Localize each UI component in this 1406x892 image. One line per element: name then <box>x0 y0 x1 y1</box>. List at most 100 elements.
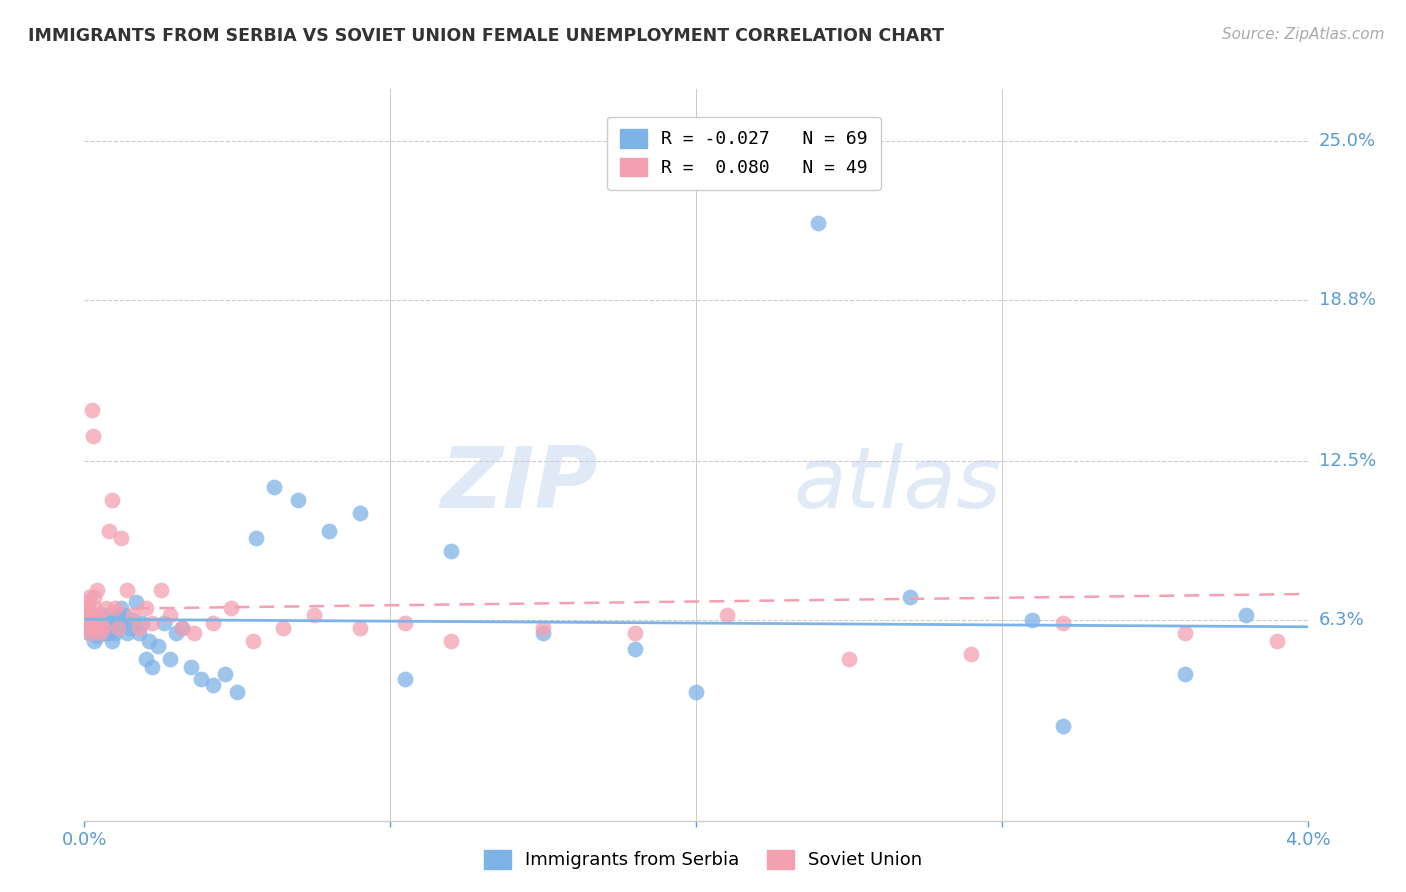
Point <box>91 621 114 635</box>
Point <box>1234 608 1257 623</box>
Point <box>146 639 169 653</box>
Point <box>103 621 125 635</box>
Text: 18.8%: 18.8% <box>1319 291 1375 309</box>
Point <box>83 591 105 605</box>
Point <box>125 595 148 609</box>
Point <box>159 652 181 666</box>
Point <box>96 608 118 623</box>
Point <box>180 659 202 673</box>
Point <box>172 621 194 635</box>
Point <box>82 428 104 442</box>
Point <box>1052 719 1074 733</box>
Point <box>440 634 463 648</box>
Point <box>122 608 145 623</box>
Point <box>120 621 142 635</box>
Point <box>1052 615 1074 630</box>
Point <box>89 608 111 623</box>
Point <box>80 608 103 623</box>
Point <box>75 608 97 623</box>
Point <box>165 626 187 640</box>
Point <box>349 621 371 635</box>
Point <box>87 614 110 628</box>
Point <box>394 615 416 630</box>
Point <box>122 614 145 628</box>
Point <box>898 591 921 605</box>
Point <box>219 600 242 615</box>
Point <box>89 621 111 635</box>
Text: atlas: atlas <box>794 442 1002 525</box>
Point <box>83 626 105 640</box>
Legend: Immigrants from Serbia, Soviet Union: Immigrants from Serbia, Soviet Union <box>475 841 931 879</box>
Text: Source: ZipAtlas.com: Source: ZipAtlas.com <box>1222 27 1385 42</box>
Text: ZIP: ZIP <box>440 442 598 525</box>
Point <box>245 532 267 546</box>
Point <box>104 626 127 640</box>
Point <box>141 615 163 630</box>
Point <box>101 492 124 507</box>
Point <box>115 626 138 640</box>
Point <box>1021 614 1043 628</box>
Point <box>76 621 98 635</box>
Point <box>1265 634 1288 648</box>
Point <box>153 615 176 630</box>
Point <box>80 403 103 417</box>
Point <box>86 621 108 635</box>
Point <box>107 608 129 623</box>
Point <box>86 582 108 597</box>
Point <box>110 532 132 546</box>
Text: 6.3%: 6.3% <box>1319 611 1364 630</box>
Point <box>226 685 249 699</box>
Point <box>716 608 738 623</box>
Point <box>84 600 107 615</box>
Point <box>110 600 132 615</box>
Point <box>94 621 117 635</box>
Text: 12.5%: 12.5% <box>1319 452 1376 470</box>
Point <box>394 673 416 687</box>
Point <box>77 591 100 605</box>
Point <box>201 615 224 630</box>
Point <box>112 608 135 623</box>
Point <box>172 621 194 635</box>
Point <box>98 621 121 635</box>
Point <box>624 626 647 640</box>
Point <box>135 600 157 615</box>
Point <box>79 615 101 630</box>
Point <box>84 615 107 630</box>
Point <box>77 626 100 640</box>
Point <box>138 634 160 648</box>
Point <box>287 492 309 507</box>
Point <box>90 615 112 630</box>
Point <box>115 582 138 597</box>
Point <box>97 524 120 538</box>
Point <box>128 626 150 640</box>
Point <box>201 678 224 692</box>
Point <box>91 621 114 635</box>
Point <box>97 626 120 640</box>
Point <box>76 615 98 630</box>
Legend: R = -0.027   N = 69, R =  0.080   N = 49: R = -0.027 N = 69, R = 0.080 N = 49 <box>607 117 880 189</box>
Point <box>159 608 181 623</box>
Point <box>190 673 212 687</box>
Point <box>838 652 860 666</box>
Point <box>79 621 101 635</box>
Point <box>101 615 124 630</box>
Point <box>271 621 294 635</box>
Point <box>77 600 100 615</box>
Point <box>302 608 325 623</box>
Text: 25.0%: 25.0% <box>1319 131 1376 150</box>
Point <box>94 600 117 615</box>
Point <box>1174 626 1197 640</box>
Point <box>90 626 112 640</box>
Point <box>90 615 112 630</box>
Point <box>104 600 127 615</box>
Point <box>214 667 236 681</box>
Point <box>83 634 105 648</box>
Point <box>131 615 153 630</box>
Point <box>79 626 101 640</box>
Point <box>807 216 830 230</box>
Point <box>440 544 463 558</box>
Point <box>128 621 150 635</box>
Point <box>84 621 107 635</box>
Point <box>80 614 103 628</box>
Point <box>89 626 111 640</box>
